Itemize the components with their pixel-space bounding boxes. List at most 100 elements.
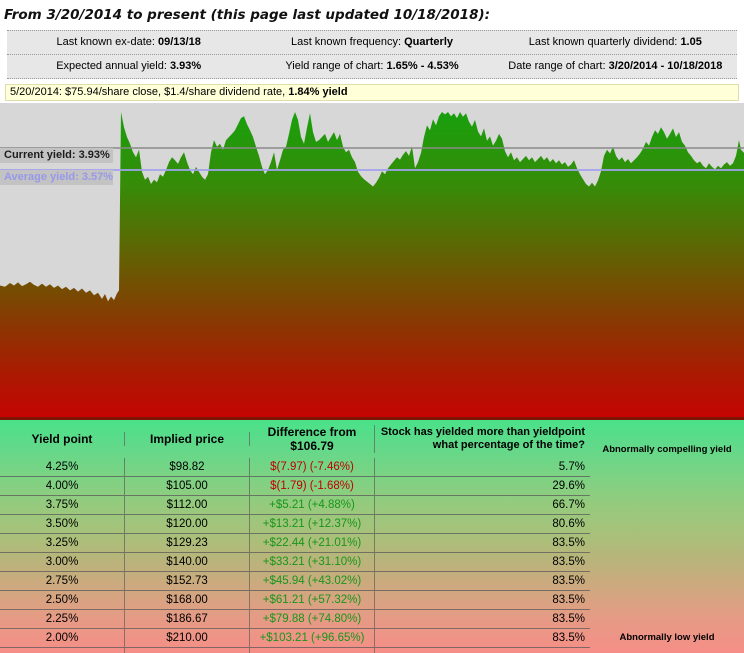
info-label: Expected annual yield: bbox=[56, 60, 167, 72]
yield-point-cell: 3.75% bbox=[0, 496, 125, 515]
info-value: 09/13/18 bbox=[158, 36, 201, 48]
implied-price-cell: $105.00 bbox=[125, 477, 250, 496]
implied-price-cell: $129.23 bbox=[125, 534, 250, 553]
yield-point-cell: 4.25% bbox=[0, 458, 125, 477]
annotation-cell bbox=[590, 610, 744, 629]
difference-cell: +$33.21 (+31.10%) bbox=[250, 553, 375, 572]
partial-cell bbox=[250, 648, 375, 653]
implied-price-cell: $98.82 bbox=[125, 458, 250, 477]
pct-of-time-cell: 83.5% bbox=[375, 610, 590, 629]
table-row: 2.50% $168.00 +$61.21 (+57.32%) 83.5% bbox=[0, 591, 744, 610]
abnormally-compelling-yield-note: Abnormally compelling yield bbox=[602, 444, 732, 455]
average-yield-label: Average yield: 3.57% bbox=[0, 170, 113, 185]
yield-area-chart-svg[interactable] bbox=[0, 103, 744, 417]
table-row: 4.00% $105.00 $(1.79) (-1.68%) 29.6% bbox=[0, 477, 744, 496]
pct-of-time-cell: 83.5% bbox=[375, 591, 590, 610]
implied-price-cell: $112.00 bbox=[125, 496, 250, 515]
yield-point-cell: 2.50% bbox=[0, 591, 125, 610]
yield-table-body: 4.25% $98.82 $(7.97) (-7.46%) 5.7% 4.00% $105… bbox=[0, 458, 744, 653]
partial-cell bbox=[125, 648, 250, 653]
yield-point-cell: 4.00% bbox=[0, 477, 125, 496]
annotation-cell bbox=[590, 534, 744, 553]
info-frequency: Last known frequency: Quarterly bbox=[250, 31, 493, 54]
partial-cell bbox=[375, 648, 590, 653]
yield-point-cell: 2.75% bbox=[0, 572, 125, 591]
yield-point-cell: 3.00% bbox=[0, 553, 125, 572]
difference-cell: +$45.94 (+43.02%) bbox=[250, 572, 375, 591]
difference-cell: +$22.44 (+21.01%) bbox=[250, 534, 375, 553]
table-row: 2.75% $152.73 +$45.94 (+43.02%) 83.5% bbox=[0, 572, 744, 591]
difference-cell: +$5.21 (+4.88%) bbox=[250, 496, 375, 515]
partial-cell bbox=[590, 648, 744, 653]
yield-history-chart[interactable]: Current yield: 3.93% Average yield: 3.57… bbox=[0, 103, 744, 420]
implied-price-cell: $186.67 bbox=[125, 610, 250, 629]
table-row: 3.00% $140.00 +$33.21 (+31.10%) 83.5% bbox=[0, 553, 744, 572]
difference-cell: +$13.21 (+12.37%) bbox=[250, 515, 375, 534]
yield-point-cell: 2.25% bbox=[0, 610, 125, 629]
header-implied-price: Implied price bbox=[125, 432, 250, 446]
info-value: 3/20/2014 - 10/18/2018 bbox=[608, 60, 723, 72]
difference-cell: +$61.21 (+57.32%) bbox=[250, 591, 375, 610]
annotation-cell bbox=[590, 553, 744, 572]
table-header-row: Yield point Implied price Difference fro… bbox=[0, 420, 744, 458]
info-row: Last known ex-date: 09/13/18 Last known … bbox=[7, 31, 737, 55]
pct-of-time-cell: 66.7% bbox=[375, 496, 590, 515]
header-pct-of-time: Stock has yielded more than yieldpoint w… bbox=[380, 425, 585, 451]
header-yield-point: Yield point bbox=[0, 432, 125, 446]
pct-of-time-cell: 83.5% bbox=[375, 572, 590, 591]
pct-of-time-cell: 83.5% bbox=[375, 534, 590, 553]
implied-price-cell: $140.00 bbox=[125, 553, 250, 572]
pct-of-time-cell: 5.7% bbox=[375, 458, 590, 477]
annotation-cell bbox=[590, 591, 744, 610]
info-row: Expected annual yield: 3.93% Yield range… bbox=[7, 55, 737, 78]
above-curve-mask bbox=[0, 103, 744, 302]
info-label: Date range of chart: bbox=[508, 60, 606, 72]
table-row: 2.00% $210.00 +$103.21 (+96.65%) 83.5% bbox=[0, 629, 744, 648]
table-row: 3.50% $120.00 +$13.21 (+12.37%) 80.6% bbox=[0, 515, 744, 534]
hover-readout-bar: 5/20/2014: $75.94/share close, $1.4/shar… bbox=[5, 84, 739, 101]
page-title: From 3/20/2014 to present (this page las… bbox=[4, 7, 491, 23]
pct-of-time-cell: 80.6% bbox=[375, 515, 590, 534]
table-row-partial bbox=[0, 648, 744, 653]
implied-price-cell: $210.00 bbox=[125, 629, 250, 648]
abnormally-low-yield-note: Abnormally low yield bbox=[619, 632, 715, 643]
annotation-cell bbox=[590, 496, 744, 515]
annotation-cell bbox=[590, 458, 744, 477]
annotation-cell bbox=[590, 572, 744, 591]
hover-readout-yield: 1.84% yield bbox=[288, 86, 348, 98]
info-label: Last known quarterly dividend: bbox=[528, 36, 678, 48]
info-table: Last known ex-date: 09/13/18 Last known … bbox=[7, 30, 737, 79]
info-ex-date: Last known ex-date: 09/13/18 bbox=[7, 31, 250, 54]
info-value: 3.93% bbox=[169, 60, 202, 72]
table-row: 2.25% $186.67 +$79.88 (+74.80%) 83.5% bbox=[0, 610, 744, 629]
info-label: Last known frequency: bbox=[290, 36, 402, 48]
info-value: 1.05 bbox=[680, 36, 702, 48]
info-quarterly-dividend: Last known quarterly dividend: 1.05 bbox=[494, 31, 737, 54]
yield-point-cell: 3.50% bbox=[0, 515, 125, 534]
pct-of-time-cell: 29.6% bbox=[375, 477, 590, 496]
info-value: Quarterly bbox=[404, 36, 454, 48]
difference-cell: $(1.79) (-1.68%) bbox=[250, 477, 375, 496]
difference-cell: +$79.88 (+74.80%) bbox=[250, 610, 375, 629]
table-row: 3.75% $112.00 +$5.21 (+4.88%) 66.7% bbox=[0, 496, 744, 515]
partial-cell bbox=[0, 648, 125, 653]
yield-point-cell: 2.00% bbox=[0, 629, 125, 648]
table-row: 4.25% $98.82 $(7.97) (-7.46%) 5.7% bbox=[0, 458, 744, 477]
difference-cell: $(7.97) (-7.46%) bbox=[250, 458, 375, 477]
implied-price-cell: $168.00 bbox=[125, 591, 250, 610]
info-label: Yield range of chart: bbox=[285, 60, 384, 72]
info-yield-range: Yield range of chart: 1.65% - 4.53% bbox=[250, 55, 493, 78]
info-date-range: Date range of chart: 3/20/2014 - 10/18/2… bbox=[494, 55, 737, 78]
header-difference: Difference from $106.79 bbox=[250, 425, 375, 453]
info-expected-yield: Expected annual yield: 3.93% bbox=[7, 55, 250, 78]
pct-of-time-cell: 83.5% bbox=[375, 553, 590, 572]
info-value: 1.65% - 4.53% bbox=[386, 60, 459, 72]
hover-readout-text: 5/20/2014: $75.94/share close, $1.4/shar… bbox=[10, 86, 289, 98]
implied-price-cell: $120.00 bbox=[125, 515, 250, 534]
difference-cell: +$103.21 (+96.65%) bbox=[250, 629, 375, 648]
annotation-cell bbox=[590, 515, 744, 534]
yield-points-table: Yield point Implied price Difference fro… bbox=[0, 420, 744, 653]
yield-point-cell: 3.25% bbox=[0, 534, 125, 553]
table-row: 3.25% $129.23 +$22.44 (+21.01%) 83.5% bbox=[0, 534, 744, 553]
annotation-cell bbox=[590, 477, 744, 496]
